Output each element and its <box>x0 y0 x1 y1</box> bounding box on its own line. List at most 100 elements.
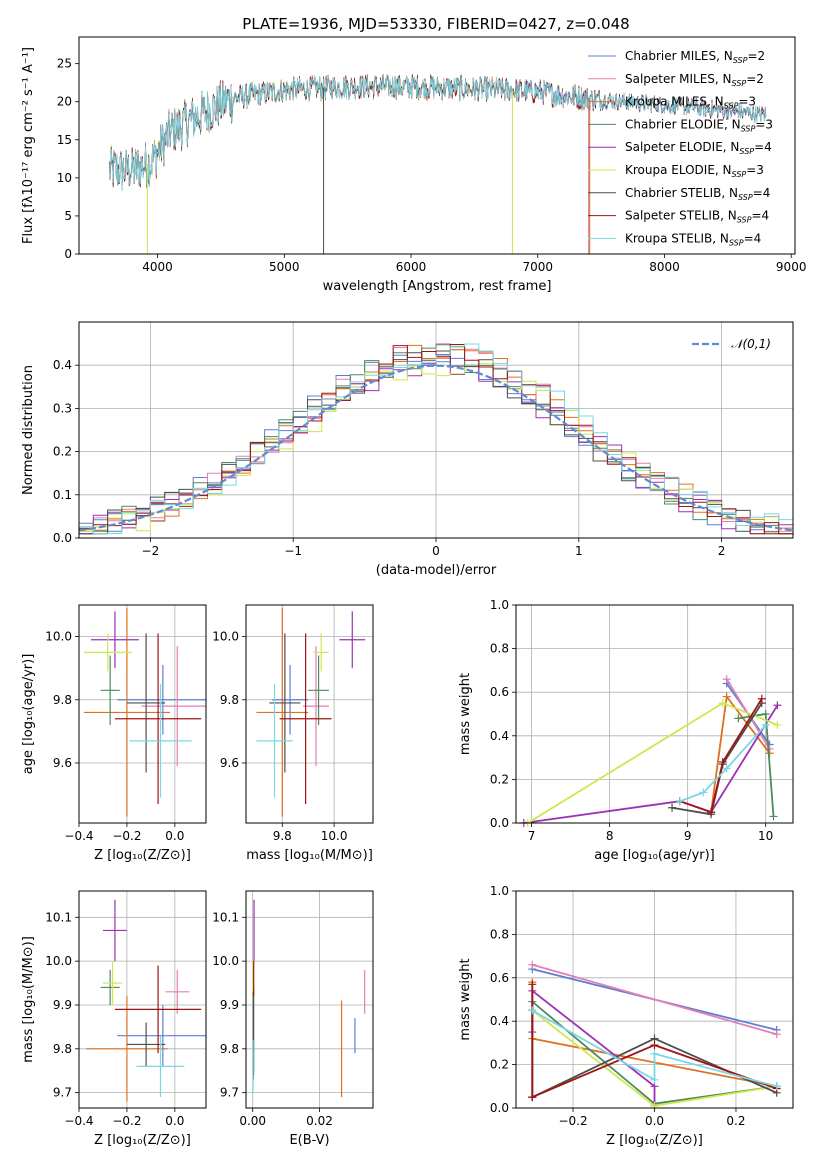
data-point <box>773 720 782 729</box>
errorbar-salpeter_stelib <box>279 633 332 805</box>
data-point <box>528 980 537 989</box>
y-tick-label: 0.4 <box>490 729 509 743</box>
legend-sub: SSP <box>732 79 747 88</box>
y-tick-label: 10.0 <box>212 954 239 968</box>
data-point <box>650 1041 659 1050</box>
y-tick-label: 0.8 <box>490 642 509 656</box>
errorbar-salpeter_miles <box>303 646 329 767</box>
y-axis-label: age [log₁₀(age/yr)] <box>21 654 36 775</box>
y-tick-label: 10.1 <box>45 910 72 924</box>
spectrum-line-salpeter_miles <box>109 74 589 254</box>
legend: 𝒩(0,1) <box>692 337 771 351</box>
errorbar-chabrier_miles <box>117 1004 206 1067</box>
legend-sub: SSP <box>733 56 748 65</box>
y-axis-label: mass weight <box>458 958 473 1040</box>
x-tick-label: 0 <box>432 544 440 558</box>
plot-area <box>109 73 767 254</box>
y-tick-label: 0.0 <box>53 531 72 545</box>
legend-model: Chabrier MILES, N <box>625 49 733 63</box>
series-salpeter_elodie <box>519 701 782 827</box>
grid <box>246 891 373 1108</box>
legend-sub: SSP <box>732 170 747 179</box>
data-point <box>668 803 677 812</box>
legend-n: =4 <box>754 140 772 154</box>
errorbar-salpeter_stelib <box>114 633 202 805</box>
x-tick-label: 9 <box>684 829 692 843</box>
y-tick-label: 0.2 <box>490 772 509 786</box>
errorbar-chabrier_miles <box>117 665 206 735</box>
y-tick-label: 0.2 <box>490 1058 509 1072</box>
spectrum-line-chabrier_miles <box>109 74 589 254</box>
y-tick-label: 9.9 <box>220 998 239 1012</box>
y-tick-label: 9.7 <box>53 1086 72 1100</box>
axes-frame <box>78 321 794 539</box>
legend-sub: SSP <box>724 102 739 111</box>
y-tick-label: 0.0 <box>490 1101 509 1115</box>
y-tick-label: 15 <box>57 133 72 147</box>
errorbar-salpeter_elodie <box>90 611 139 669</box>
data-point <box>718 757 727 766</box>
data-point <box>734 714 743 723</box>
errorbar-chabrier_stelib <box>126 633 166 773</box>
spectrum-line-kroupa_elodie <box>109 74 513 254</box>
x-tick-label: 0.0 <box>645 1114 664 1128</box>
y-tick-label: 0.3 <box>53 401 72 415</box>
y-tick-label: 0.0 <box>490 816 509 830</box>
y-tick-label: 10.0 <box>45 954 72 968</box>
y-tick-label: 9.9 <box>53 998 72 1012</box>
x-axis-label: Z [log₁₀(Z/Z⊙)] <box>94 848 191 863</box>
legend-label: Salpeter STELIB, NSSP=4 <box>625 209 769 225</box>
axes-frame <box>245 890 374 1109</box>
legend-n: =4 <box>753 186 771 200</box>
legend-sub: SSP <box>729 238 744 247</box>
series-line <box>531 984 778 1099</box>
x-tick-label: 6000 <box>396 260 427 274</box>
plot-area <box>256 608 366 817</box>
figure-title: PLATE=1936, MJD=53330, FIBERID=0427, z=0… <box>242 15 629 33</box>
errorbar-salpeter_miles <box>141 646 206 767</box>
y-axis-label: mass weight <box>458 673 473 755</box>
data-point <box>757 694 766 703</box>
x-tick-label: 0.2 <box>726 1114 745 1128</box>
x-tick-label: −0.2 <box>558 1114 587 1128</box>
series-line <box>523 704 779 824</box>
panel-mass_vs_age: 9.8 10.0 9.6 9.8 10.0 mass [log₁₀(M/M⊙)] <box>212 604 374 863</box>
y-tick-label: 25 <box>57 57 72 71</box>
legend-model: Chabrier ELODIE, N <box>625 117 741 131</box>
series-kroupa_stelib <box>528 1006 781 1091</box>
y-tick-label: 0.4 <box>490 1014 509 1028</box>
y-tick-label: 0.6 <box>490 971 509 985</box>
legend-sub: SSP <box>741 124 756 133</box>
normal-curve <box>79 364 793 532</box>
legend-n: =4 <box>751 209 769 223</box>
errorbar-kroupa_elodie <box>83 633 132 672</box>
x-axis-label: Z [log₁₀(Z/Z⊙)] <box>606 1133 703 1148</box>
legend-label: Kroupa ELODIE, NSSP=3 <box>625 163 764 179</box>
errorbar-kroupa_stelib <box>136 1035 185 1098</box>
legend-n: =3 <box>746 163 764 177</box>
series-line <box>532 963 777 1036</box>
series-salpeter_miles <box>528 960 781 1039</box>
errorbar-kroupa_stelib <box>129 683 192 798</box>
data-point <box>761 710 770 718</box>
axes-frame <box>78 890 207 1109</box>
x-tick-label: 7 <box>528 829 536 843</box>
series-line <box>531 1009 777 1088</box>
y-tick-label: 9.8 <box>220 1042 239 1056</box>
y-tick-label: 1.0 <box>490 598 509 612</box>
axes-frame <box>78 36 796 255</box>
legend-sub: SSP <box>739 147 754 156</box>
data-point <box>773 701 782 710</box>
y-axis-label: Normed distribution <box>21 365 36 495</box>
panel-z_vs_age: −0.4 −0.2 0.0 9.6 9.8 10.0 Z [log₁₀(Z/Z⊙)] age … <box>21 604 207 863</box>
legend-label: Kroupa MILES, NSSP=3 <box>625 95 756 111</box>
axes-frame <box>515 604 794 824</box>
y-axis-label: mass [log₁₀(M/M⊙)] <box>21 936 36 1063</box>
legend-sub: SSP <box>738 193 753 202</box>
axes-frame <box>515 890 794 1109</box>
panel-age_vs_weight: 7 8 9 10 0.0 0.2 0.4 0.6 0.8 1.0 age [log₁₀(age/yr… <box>458 598 794 863</box>
y-tick-label: 0.8 <box>490 927 509 941</box>
legend-label: Salpeter MILES, NSSP=2 <box>625 72 764 88</box>
plot-area <box>83 608 206 817</box>
